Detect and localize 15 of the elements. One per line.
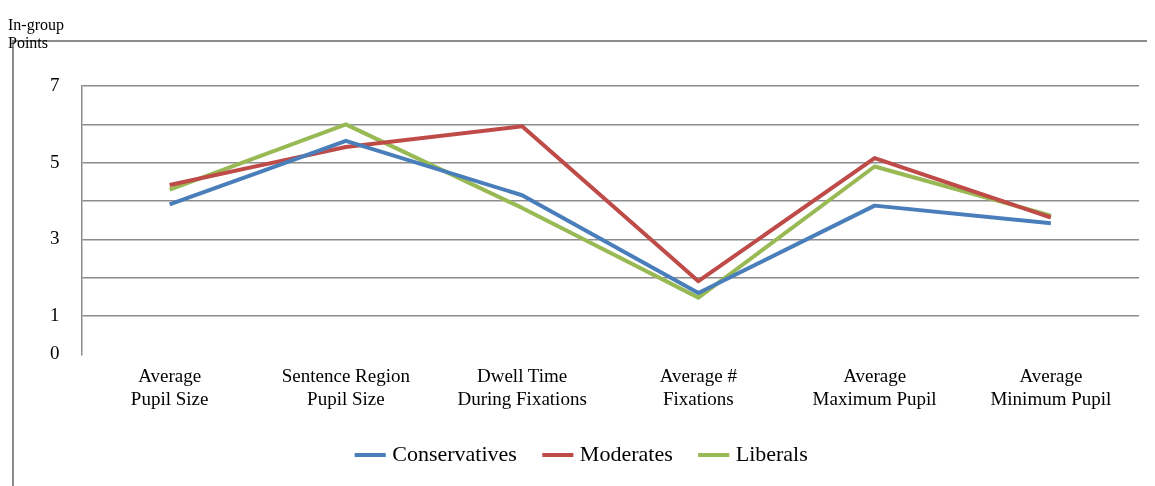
y-tick-label: 7: [50, 73, 60, 95]
x-tick-label: Average Pupil Size: [130, 364, 209, 409]
legend-label: Moderates: [579, 440, 673, 466]
y-tick-label: 0: [50, 342, 60, 364]
legend-label: Liberals: [735, 440, 808, 466]
x-tick-label: Average Minimum Pupil: [990, 364, 1112, 409]
y-tick-label: 1: [50, 304, 60, 326]
x-tick-label: Average Maximum Pupil: [812, 364, 937, 409]
y-tick-label: 3: [50, 227, 60, 249]
x-tick-label: Dwell Time During Fixations: [457, 364, 587, 409]
y-tick-label: 5: [50, 150, 60, 172]
legend-label: Conservatives: [392, 440, 517, 466]
x-tick-label: Average # Fixations: [659, 364, 738, 409]
y-axis-title: In-group Points: [8, 16, 64, 52]
x-tick-label: Sentence Region Pupil Size: [281, 364, 411, 409]
